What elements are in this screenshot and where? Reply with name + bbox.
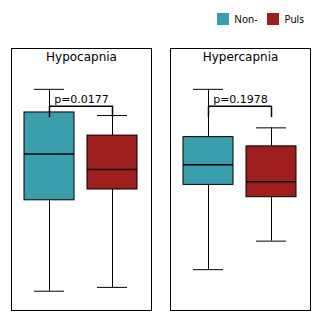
- svg-text:p=0.1978: p=0.1978: [213, 93, 268, 106]
- html-text:Puls: Puls: [284, 11, 304, 26]
- html-text:Non-: Non-: [234, 11, 258, 26]
- svg-text:Hypercapnia: Hypercapnia: [203, 50, 279, 64]
- svg-text:p=0.0177: p=0.0177: [54, 93, 109, 106]
- svg-text:Hypocapnia: Hypocapnia: [46, 50, 117, 64]
